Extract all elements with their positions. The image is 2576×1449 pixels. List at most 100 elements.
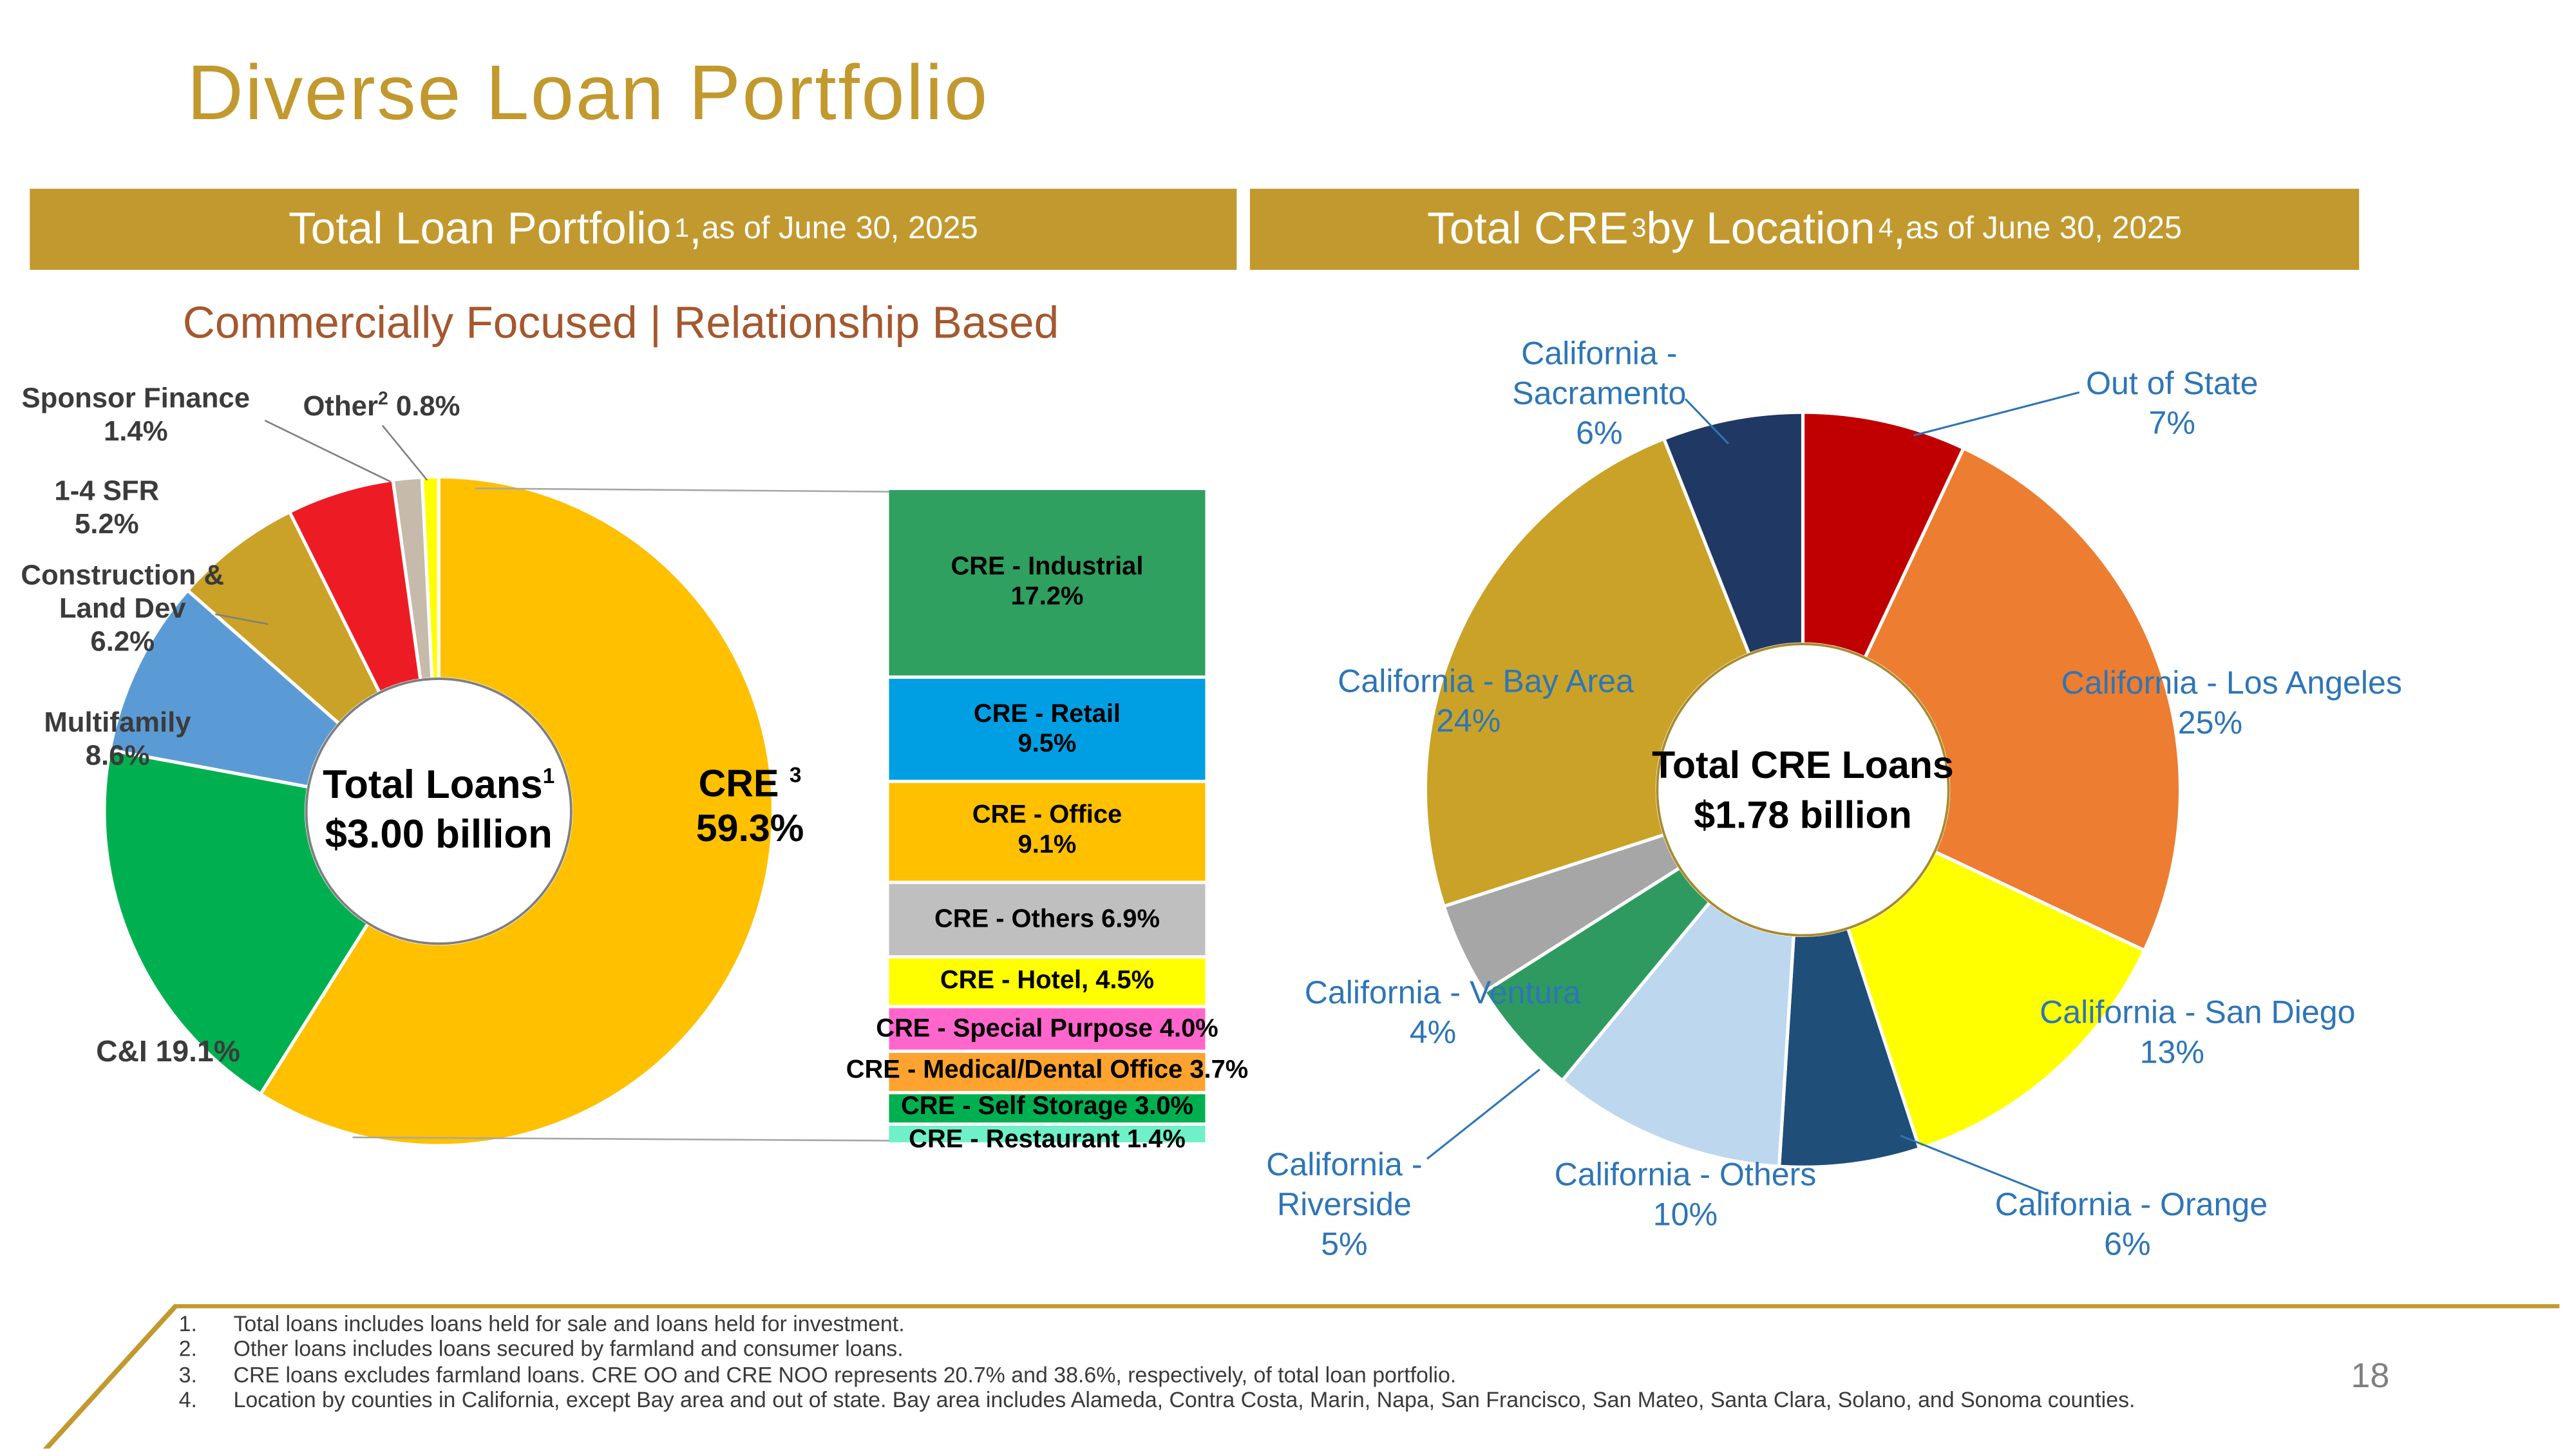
san-diego-pct: 13% bbox=[2139, 1034, 2204, 1072]
los-angeles-text: California - Los Angeles bbox=[2061, 665, 2402, 702]
sacramento-text: California - Sacramento bbox=[1512, 336, 1687, 413]
segment-label-construction: Construction & Land Dev 6.2% bbox=[17, 560, 229, 659]
segment-label-sponsor-finance: Sponsor Finance 1.4% bbox=[14, 383, 258, 449]
cre-breakdown-segment-label: CRE - Industrial 17.2% bbox=[951, 553, 1144, 611]
page-number: 18 bbox=[2351, 1357, 2390, 1396]
construction-pct: 6.2% bbox=[90, 625, 155, 658]
left-panel-subtitle: Commercially Focused | Relationship Base… bbox=[182, 298, 1059, 348]
segment-label-ci: C&I 19.1% bbox=[96, 1035, 240, 1068]
left-header-date: as of June 30, 2025 bbox=[701, 211, 978, 246]
donut-center-circle bbox=[305, 677, 573, 945]
bay-area-text: California - Bay Area bbox=[1338, 663, 1634, 701]
donut-center-circle bbox=[1656, 643, 1950, 937]
los-angeles-pct: 25% bbox=[2177, 705, 2243, 742]
riverside-pct: 5% bbox=[1321, 1226, 1368, 1264]
total-loans-label: Total Loans1 bbox=[273, 762, 604, 811]
total-loans-text: Total Loans bbox=[323, 763, 543, 808]
total-cre-loans-amount: $1.78 billion bbox=[1694, 793, 1912, 837]
cre-breakdown-segment-cre-retail: CRE - Retail 9.5% bbox=[889, 679, 1206, 784]
sfr-pct: 5.2% bbox=[75, 508, 139, 540]
right-header-title-1: Total CRE bbox=[1427, 204, 1629, 254]
ventura-pct: 4% bbox=[1409, 1014, 1457, 1052]
out-of-state-pct: 7% bbox=[2148, 405, 2195, 442]
total-cre-loans-text: Total CRE Loans bbox=[1652, 743, 1954, 787]
cre-pct-text: 59.3% bbox=[696, 806, 804, 849]
sacramento-pct: 6% bbox=[1576, 415, 1623, 452]
riverside-text: California - Riverside bbox=[1266, 1147, 1423, 1224]
sponsor-finance-pct: 1.4% bbox=[103, 415, 168, 448]
right-header-title-2: by Location bbox=[1646, 204, 1875, 254]
footnote-ref-2: 2 bbox=[378, 389, 388, 410]
sfr-text: 1-4 SFR bbox=[54, 475, 160, 507]
bay-area-pct: 24% bbox=[1436, 703, 1501, 741]
construction-text: Construction & Land Dev bbox=[21, 559, 225, 625]
footer-diagonal-line bbox=[43, 1304, 178, 1449]
footnote-4-num: 4. bbox=[178, 1387, 197, 1413]
cre-breakdown-segment-cre-special-purpose-4-0: CRE - Special Purpose 4.0% bbox=[876, 1009, 1218, 1053]
footnote-3-text: CRE loans excludes farmland loans. CRE O… bbox=[233, 1362, 1457, 1387]
right-panel-header: Total CRE 3 by Location 4, as of June 30, … bbox=[1249, 189, 2360, 270]
location-label-orange: California - Orange 6% bbox=[1994, 1186, 2268, 1265]
other-text: Other bbox=[303, 390, 379, 422]
location-label-sacramento: California - Sacramento 6% bbox=[1500, 334, 1698, 453]
footnote-ref-3: 3 bbox=[789, 762, 802, 787]
right-donut-center-label: Total CRE Loans $1.78 billion bbox=[1637, 740, 1968, 839]
out-of-state-text: Out of State bbox=[2086, 366, 2259, 402]
cre-breakdown-segment-label: CRE - Self Storage 3.0% bbox=[901, 1093, 1193, 1122]
ventura-text: California - Ventura bbox=[1304, 975, 1581, 1012]
cre-label-text: CRE bbox=[698, 761, 779, 805]
cre-breakdown-segment-label: CRE - Others 6.9% bbox=[934, 905, 1160, 933]
cre-breakdown-segment-cre-medical-dental-office-3-7: CRE - Medical/Dental Office 3.7% bbox=[846, 1052, 1248, 1094]
footnote-1-text: Total loans includes loans held for sale… bbox=[233, 1311, 905, 1336]
footnotes: 1. Total loans includes loans held for sa… bbox=[179, 1311, 2331, 1413]
cre-breakdown-segment-label: CRE - Restaurant 1.4% bbox=[909, 1125, 1186, 1154]
cre-breakdown-segment-cre-restaurant-1-4: CRE - Restaurant 1.4% bbox=[889, 1126, 1206, 1153]
footnote-4-text: Location by counties in California, exce… bbox=[233, 1387, 2136, 1413]
location-label-bay-area: California - Bay Area 24% bbox=[1338, 662, 1634, 741]
location-label-los-angeles: California - Los Angeles 25% bbox=[2061, 664, 2402, 743]
segment-label-cre: CRE 3 59.3% bbox=[659, 762, 841, 851]
cre-breakdown-segment-cre-others-6-9: CRE - Others 6.9% bbox=[889, 883, 1206, 960]
location-label-out-of-state: Out of State 7% bbox=[2073, 365, 2271, 444]
cre-breakdown-stacked-bar: CRE - Industrial 17.2% CRE - Retail 9.5% CRE… bbox=[846, 489, 1248, 1153]
cre-breakdown-segment-label: CRE - Retail 9.5% bbox=[973, 699, 1121, 758]
cre-breakdown-segment-label: CRE - Office 9.1% bbox=[972, 802, 1122, 860]
san-diego-text: California - San Diego bbox=[2040, 994, 2356, 1032]
total-loans-amount: $3.00 billion bbox=[325, 813, 553, 858]
footnote-ref-1: 1 bbox=[542, 763, 555, 788]
orange-text: California - Orange bbox=[1994, 1187, 2268, 1224]
footnote-2: 2. Other loans includes loans secured by … bbox=[179, 1337, 2331, 1363]
cre-breakdown-segment-label: CRE - Hotel, 4.5% bbox=[940, 967, 1155, 996]
location-label-others: California - Others 10% bbox=[1553, 1155, 1817, 1235]
cre-breakdown-segment-cre-self-storage-3-0: CRE - Self Storage 3.0% bbox=[889, 1093, 1206, 1127]
right-header-date: as of June 30, 2025 bbox=[1905, 211, 2183, 246]
left-panel-header: Total Loan Portfolio 1, as of June 30, 20… bbox=[30, 189, 1237, 270]
multifamily-text: Multifamily bbox=[44, 706, 191, 739]
cre-breakdown-segment-cre-industrial: CRE - Industrial 17.2% bbox=[889, 489, 1206, 679]
footnote-3-num: 3. bbox=[178, 1362, 197, 1387]
others-pct: 10% bbox=[1653, 1197, 1718, 1234]
segment-label-other: Other2 0.8% bbox=[303, 389, 460, 424]
orange-pct: 6% bbox=[2104, 1226, 2151, 1264]
others-text: California - Others bbox=[1554, 1157, 1817, 1194]
total-loan-portfolio-donut-chart bbox=[102, 475, 775, 1148]
cre-breakdown-segment-label: CRE - Medical/Dental Office 3.7% bbox=[846, 1056, 1249, 1085]
other-pct: 0.8% bbox=[395, 390, 460, 422]
footnote-1: 1. Total loans includes loans held for sa… bbox=[179, 1311, 2331, 1337]
footnote-1-num: 1. bbox=[178, 1311, 197, 1336]
ci-text: C&I bbox=[96, 1034, 147, 1068]
location-label-san-diego: California - San Diego 13% bbox=[2040, 993, 2356, 1072]
cre-breakdown-segment-label: CRE - Special Purpose 4.0% bbox=[876, 1014, 1218, 1043]
segment-label-multifamily: Multifamily 8.6% bbox=[25, 707, 211, 773]
location-label-ventura: California - Ventura 4% bbox=[1304, 974, 1581, 1053]
left-header-title: Total Loan Portfolio bbox=[288, 204, 672, 254]
footnote-4: 4. Location by counties in California, ex… bbox=[179, 1388, 2331, 1414]
cre-by-location-donut-chart bbox=[1423, 410, 2183, 1169]
footnote-2-text: Other loans includes loans secured by fa… bbox=[233, 1336, 904, 1362]
multifamily-pct: 8.6% bbox=[85, 740, 150, 772]
footnote-3: 3. CRE loans excludes farmland loans. CRE… bbox=[179, 1362, 2331, 1388]
cre-breakdown-segment-cre-hotel-4-5: CRE - Hotel, 4.5% bbox=[889, 959, 1206, 1009]
segment-label-1-4-sfr: 1-4 SFR 5.2% bbox=[20, 475, 194, 542]
right-header-comma: , bbox=[1893, 204, 1906, 254]
